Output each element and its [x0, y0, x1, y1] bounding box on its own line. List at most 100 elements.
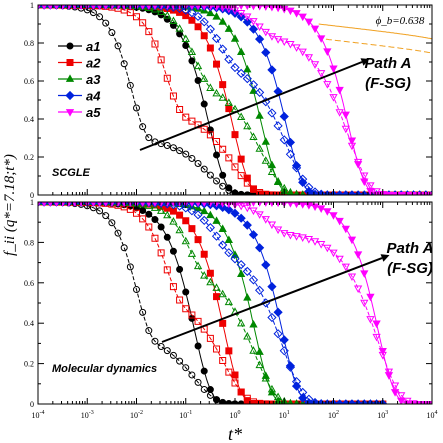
series-a5-open-point — [415, 400, 424, 404]
series-a4-open-point — [224, 248, 234, 258]
panel-label: Molecular dynamics — [52, 363, 157, 375]
series-a5-open-point — [164, 5, 170, 10]
series-a5-filled-point — [323, 208, 332, 216]
series-a5-open-point — [47, 202, 53, 207]
series-a5-filled-point — [335, 217, 344, 226]
series-a3-open-point — [187, 47, 197, 55]
series-a1-open-point — [102, 212, 110, 220]
series-a4-open-point — [224, 54, 234, 64]
series-a3-filled-point — [224, 235, 233, 244]
series-a2-filled-point — [194, 236, 202, 244]
series-a1-open-point — [169, 351, 177, 359]
series-a5-open-point — [384, 368, 394, 377]
series-a5-open-point — [201, 202, 207, 207]
series-a1-open-point — [163, 347, 171, 355]
series-a2-filled-point — [206, 44, 214, 52]
series-a5-open-point — [152, 202, 158, 207]
series-a1-filled-point — [194, 342, 202, 350]
series-a2-open-point — [139, 215, 147, 223]
legend-marker — [66, 42, 74, 50]
series-a2-open-point — [169, 283, 177, 291]
series-a1-open-point — [145, 134, 153, 142]
series-a2-open-point — [151, 234, 159, 242]
series-a4-open-point — [199, 17, 209, 27]
series-a4-filled-point — [261, 260, 271, 270]
series-a5-filled-point — [366, 293, 375, 302]
series-a2-filled-point — [194, 23, 202, 31]
series-a5-open-point — [378, 351, 387, 360]
series-a2-open-point — [262, 400, 270, 404]
phi-b-line-dashed — [325, 38, 432, 54]
series-a5-open-point — [267, 33, 277, 41]
series-a3-open-point — [218, 93, 227, 101]
series-a5-open-point — [164, 202, 170, 207]
series-a4-open-point — [242, 73, 252, 84]
series-a4-open-point — [291, 376, 302, 387]
series-a4-filled-point — [224, 205, 234, 215]
series-a1-open-point — [126, 263, 134, 271]
series-a1-filled-point — [225, 184, 233, 192]
series-a1-open-point — [96, 13, 104, 21]
series-a5-open-point — [183, 5, 189, 10]
series-a5-filled-point — [317, 205, 326, 213]
series-a4-open-point — [181, 5, 191, 15]
series-a5-open-point — [207, 5, 214, 11]
series-a2-open-point — [225, 368, 233, 376]
series-a4-open-point — [359, 399, 369, 404]
arrow-head — [380, 254, 390, 262]
series-a5-open-point — [403, 192, 412, 195]
y-tick-label: 1 — [30, 198, 34, 207]
series-a1-filled-point — [206, 386, 214, 394]
series-a5-filled-point — [287, 202, 294, 208]
series-a4-open-point — [310, 397, 320, 404]
series-a5-filled-point — [323, 48, 332, 56]
series-a5-open-point — [298, 234, 307, 242]
series-a1-open-point — [133, 286, 140, 294]
series-a1-open-point — [151, 337, 159, 345]
series-a3-open-point — [200, 74, 209, 82]
series-a5-open-point — [329, 249, 338, 258]
series-a5-open-point — [360, 172, 369, 181]
series-a5-open-point — [213, 5, 220, 12]
x-tick-label: 10-3 — [81, 410, 94, 420]
series-a4-open-point — [279, 135, 289, 145]
series-a4-open-point — [279, 346, 289, 356]
series-a5-open-point — [249, 207, 258, 216]
series-a3-open-point — [163, 210, 172, 219]
series-a5-open-point — [47, 5, 53, 10]
series-a3-open-point — [293, 399, 300, 404]
y-tick-label: 0 — [30, 400, 34, 409]
series-a4-open-point — [156, 202, 166, 208]
series-a2-filled-point — [237, 155, 245, 163]
series-a5-filled-point — [275, 202, 281, 208]
series-a2-open-point — [157, 56, 165, 64]
series-a4-open-point — [273, 329, 283, 339]
series-a4-open-point — [255, 87, 265, 97]
path-label: Path A — [365, 55, 412, 72]
series-a5-open-point — [195, 202, 201, 207]
series-a1-filled-point — [182, 288, 190, 296]
series-a2-open-point — [145, 223, 153, 231]
phi-b-label: ϕ_b=0.638 — [376, 15, 425, 27]
series-a5-open-point — [249, 18, 258, 26]
series-a5-filled-point — [256, 202, 263, 207]
series-a1-open-point — [120, 244, 128, 252]
series-a5-open-point — [237, 202, 246, 211]
legend-label: a2 — [86, 56, 101, 71]
series-a3-filled-point — [212, 216, 221, 224]
series-a4-filled-point — [279, 111, 289, 122]
series-a4-open-point — [248, 275, 259, 285]
series-a2-open-point — [268, 191, 276, 195]
series-a4-open-point — [193, 11, 203, 22]
series-a5-open-point — [133, 202, 140, 207]
series-a5-filled-point — [317, 35, 326, 43]
series-a4-filled-point — [273, 307, 283, 317]
series-a5-filled-point — [335, 86, 344, 95]
series-a3-filled-point — [287, 189, 294, 195]
series-a1-filled-point — [182, 42, 190, 50]
bottom-panel: 0 0.2 0.4 0.6 0.8 1 Path A (F-SG) Molecular dyna… — [24, 198, 433, 409]
series-a2-open-point — [249, 398, 257, 404]
series-a5-open-point — [224, 5, 233, 14]
series-a3-open-point — [224, 98, 233, 106]
series-a3-open-point — [193, 261, 203, 270]
